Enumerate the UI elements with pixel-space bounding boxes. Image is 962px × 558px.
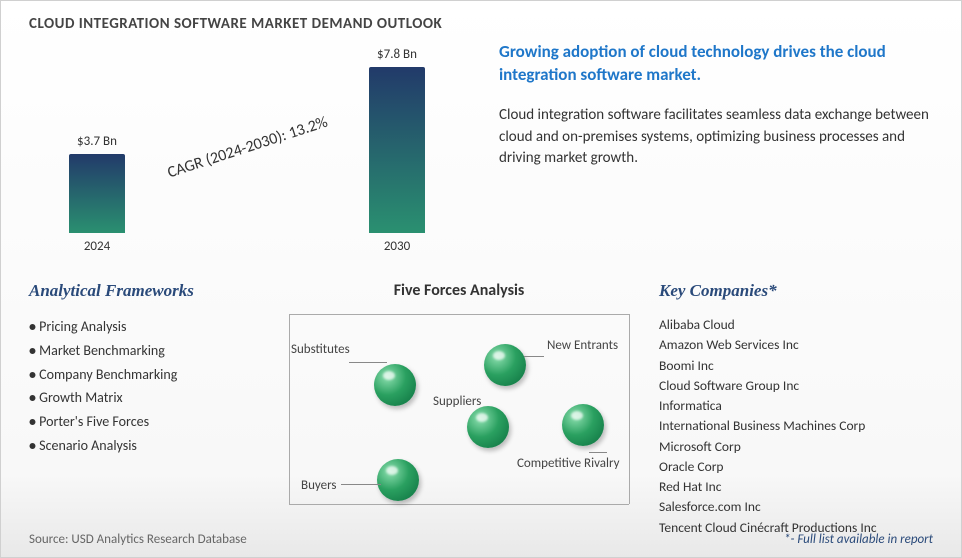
frameworks-list: Pricing AnalysisMarket BenchmarkingCompa… (29, 315, 259, 458)
leader-line (589, 452, 607, 453)
framework-item: Company Benchmarking (29, 363, 259, 387)
company-item: Informatica (659, 396, 933, 416)
force-sphere-suppliers (467, 406, 509, 448)
company-item: Amazon Web Services Inc (659, 335, 933, 355)
five-forces-diagram: Substitutes New Entrants Suppliers Competit… (269, 314, 649, 514)
top-row: CAGR (2024-2030): 13.2% $3.7 Bn 2024 $7.8 … (1, 33, 961, 273)
companies-column: Key Companies* Alibaba CloudAmazon Web S… (659, 281, 933, 538)
framework-item: Porter's Five Forces (29, 410, 259, 434)
summary-text: Growing adoption of cloud technology dri… (479, 33, 933, 273)
framework-item: Growth Matrix (29, 386, 259, 410)
company-item: Alibaba Cloud (659, 315, 933, 335)
five-forces-column: Five Forces Analysis Substitutes New Entr… (259, 281, 659, 538)
value-label-2024: $3.7 Bn (57, 134, 137, 149)
axis-bottom (289, 504, 629, 505)
source-label: Source: USD Analytics Research Database (29, 532, 247, 547)
headline: Growing adoption of cloud technology dri… (499, 41, 933, 87)
axis-right (629, 314, 630, 504)
framework-item: Pricing Analysis (29, 315, 259, 339)
category-label-2030: 2030 (357, 239, 437, 254)
force-label: Substitutes (291, 342, 350, 357)
cagr-label: CAGR (2024-2030): 13.2% (165, 113, 330, 183)
force-label: Suppliers (433, 394, 481, 409)
bar-chart: CAGR (2024-2030): 13.2% $3.7 Bn 2024 $7.8 … (29, 33, 479, 253)
axis-top (289, 314, 629, 315)
frameworks-title: Analytical Frameworks (29, 281, 259, 301)
leader-line (524, 356, 544, 357)
force-label: Buyers (301, 478, 337, 493)
framework-item: Market Benchmarking (29, 339, 259, 363)
force-sphere-new-entrants (484, 344, 526, 386)
company-item: Boomi Inc (659, 356, 933, 376)
company-item: Microsoft Corp (659, 437, 933, 457)
page-title: CLOUD INTEGRATION SOFTWARE MARKET DEMAND… (1, 1, 961, 33)
frameworks-column: Analytical Frameworks Pricing AnalysisMa… (29, 281, 259, 538)
company-item: Cloud Software Group Inc (659, 376, 933, 396)
force-sphere-competitive-rivalry (562, 404, 604, 446)
axis-left (289, 314, 290, 504)
category-label-2024: 2024 (57, 239, 137, 254)
company-item: Red Hat Inc (659, 477, 933, 497)
value-label-2030: $7.8 Bn (357, 47, 437, 62)
company-item: Salesforce.com Inc (659, 497, 933, 517)
force-label: Competitive Rivalry (517, 456, 619, 471)
companies-list: Alibaba CloudAmazon Web Services IncBoom… (659, 315, 933, 538)
force-sphere-substitutes (374, 364, 416, 406)
companies-title: Key Companies* (659, 281, 933, 301)
bottom-row: Analytical Frameworks Pricing AnalysisMa… (1, 273, 961, 538)
footnote-label: *- Full list available in report (784, 532, 933, 547)
company-item: Oracle Corp (659, 457, 933, 477)
five-forces-title: Five Forces Analysis (259, 281, 659, 300)
framework-item: Scenario Analysis (29, 434, 259, 458)
force-label: New Entrants (547, 338, 618, 353)
force-sphere-buyers (377, 459, 419, 501)
leader-line (341, 484, 381, 485)
bar-2030 (369, 67, 425, 233)
description: Cloud integration software facilitates s… (499, 105, 933, 170)
company-item: International Business Machines Corp (659, 416, 933, 436)
bar-2024 (69, 154, 125, 233)
leader-line (349, 362, 387, 363)
